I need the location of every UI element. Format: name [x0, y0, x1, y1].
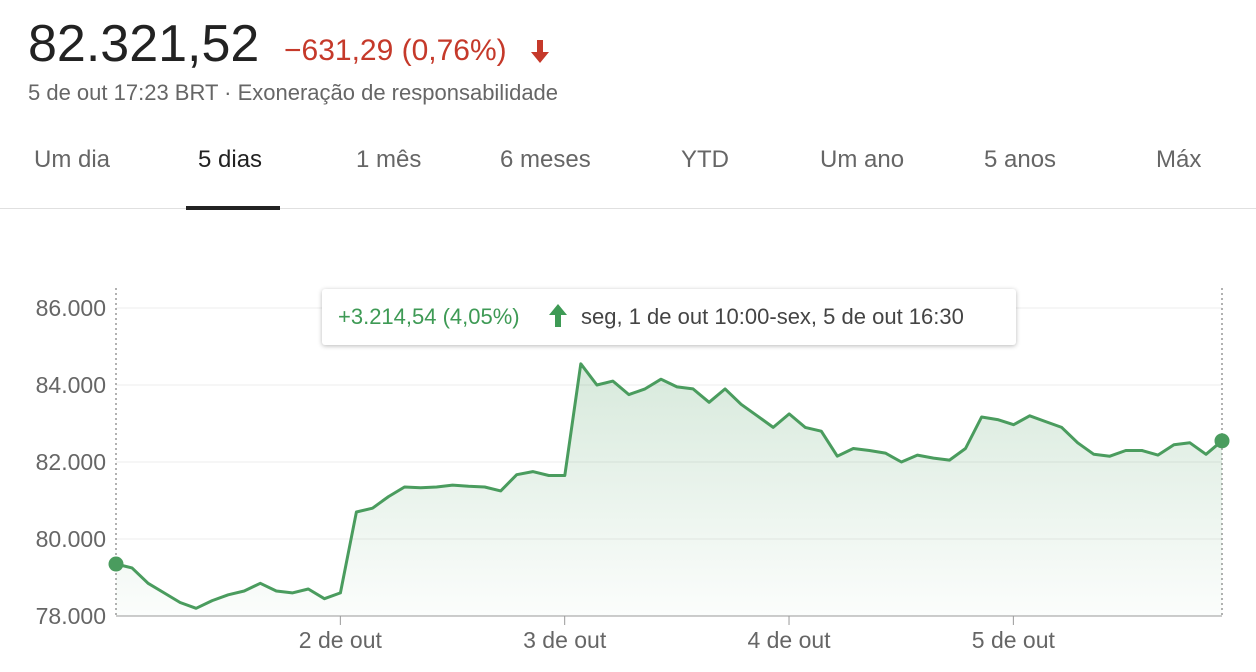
- meta-separator: ·: [224, 80, 232, 105]
- y-tick-label: 86.000: [36, 295, 106, 321]
- current-price: 82.321,52: [28, 15, 260, 73]
- x-tick-label: 3 de out: [523, 627, 607, 653]
- quote-meta: 5 de out 17:23 BRT · Exoneração de respo…: [28, 80, 558, 106]
- quote-timestamp: 5 de out 17:23 BRT: [28, 80, 218, 105]
- price-chart[interactable]: 78.000 80.000 82.000 84.000 86.000 2 de out 3 …: [0, 210, 1256, 672]
- x-tick-label: 4 de out: [747, 627, 831, 653]
- x-tick-label: 5 de out: [972, 627, 1056, 653]
- y-tick-label: 84.000: [36, 372, 106, 398]
- x-tick-label: 2 de out: [299, 627, 383, 653]
- range-change: +3.214,54 (4,05%): [338, 304, 520, 329]
- price-line: [115, 362, 1223, 610]
- start-point: [108, 556, 124, 572]
- tab-five-days[interactable]: 5 dias: [198, 146, 263, 173]
- range-period: seg, 1 de out 10:00-sex, 5 de out 16:30: [581, 304, 964, 329]
- range-tabs: Um dia 5 dias 1 mês 6 meses YTD Um ano 5…: [0, 120, 1256, 209]
- tab-one-year[interactable]: Um ano: [820, 146, 905, 173]
- tab-ytd[interactable]: YTD: [681, 146, 729, 173]
- range-tooltip: +3.214,54 (4,05%) seg, 1 de out 10:00-se…: [322, 289, 1016, 345]
- price-change: −631,29 (0,76%): [284, 34, 507, 67]
- tab-six-months[interactable]: 6 meses: [500, 146, 591, 173]
- end-point: [1214, 433, 1230, 449]
- y-tick-label: 78.000: [36, 603, 106, 629]
- tab-five-years[interactable]: 5 anos: [984, 146, 1057, 173]
- y-tick-label: 80.000: [36, 526, 106, 552]
- disclaimer-link[interactable]: Exoneração de responsabilidade: [237, 80, 559, 105]
- arrow-up-icon: [549, 304, 567, 327]
- arrow-down-icon: [531, 40, 549, 63]
- tab-one-day[interactable]: Um dia: [34, 146, 111, 173]
- price-area: [116, 363, 1222, 616]
- tab-one-month[interactable]: 1 mês: [356, 146, 422, 173]
- active-tab-indicator: [186, 206, 280, 210]
- tab-max[interactable]: Máx: [1156, 146, 1202, 173]
- y-tick-label: 82.000: [36, 449, 106, 475]
